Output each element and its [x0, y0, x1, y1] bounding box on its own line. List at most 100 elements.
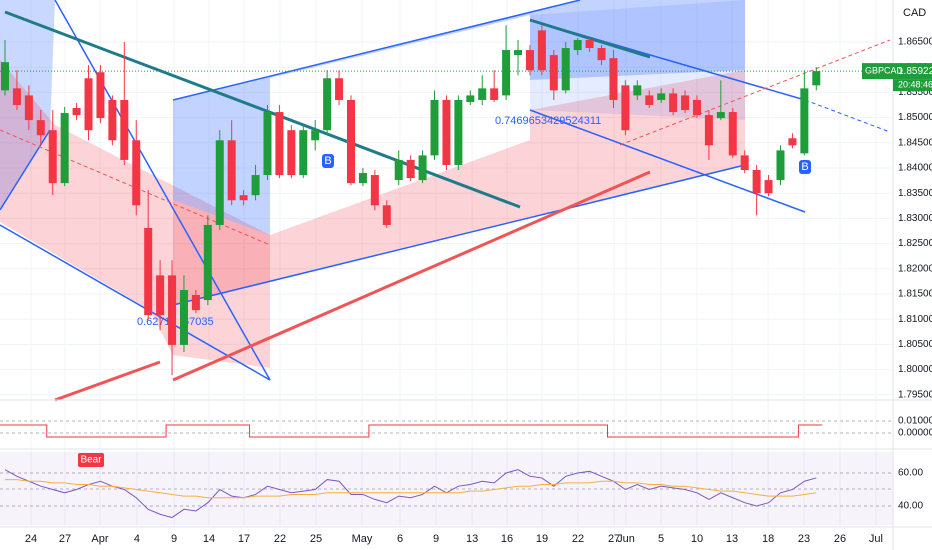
y-tick-label: 40.00 — [898, 501, 923, 512]
x-tick-label: 27 — [608, 533, 620, 545]
trend-line — [529, 109, 806, 213]
candle-body — [275, 112, 284, 176]
candle-body — [609, 58, 618, 100]
zone-blue — [530, 0, 745, 120]
y-tick-label: 1.82000 — [898, 263, 932, 274]
symbol-label: GBPCAD — [865, 65, 904, 75]
candle-body — [179, 289, 188, 345]
y-tick-label: 1.81000 — [898, 314, 932, 325]
badge-label: B — [324, 155, 331, 167]
candle-body — [800, 88, 809, 154]
candle-body — [84, 78, 93, 131]
x-tick-label: 17 — [238, 533, 250, 545]
candle-body — [120, 99, 129, 160]
y-tick-label: 1.83000 — [898, 213, 932, 224]
candle-body — [549, 55, 558, 91]
candle-body — [573, 39, 582, 51]
candle-body — [311, 130, 320, 141]
candle-body — [764, 180, 773, 194]
x-tick-label: 26 — [834, 533, 846, 545]
candle-body — [752, 170, 761, 194]
candle-body — [203, 224, 212, 301]
x-tick-label: 24 — [25, 533, 37, 545]
y-tick-label: 1.81500 — [898, 289, 932, 300]
candle-body — [72, 108, 81, 116]
trend-line-thick — [4, 10, 521, 209]
candle-body — [287, 130, 296, 176]
candle-body — [418, 155, 427, 181]
currency: CAD — [903, 7, 926, 19]
badge-label: Bear — [80, 455, 102, 466]
candle-body — [788, 138, 797, 146]
candle-body — [227, 140, 236, 201]
y-tick-label: 1.84500 — [898, 137, 932, 148]
x-tick-label: 13 — [726, 533, 738, 545]
annotation: 67035 — [183, 316, 214, 328]
candle-body — [454, 99, 463, 165]
candle-body — [645, 95, 654, 105]
x-tick-label: 22 — [274, 533, 286, 545]
x-tick-label: 22 — [572, 533, 584, 545]
x-tick-label: 25 — [310, 533, 322, 545]
candle-body — [335, 78, 344, 100]
candle-body — [621, 85, 630, 131]
x-tick-label: 23 — [798, 533, 810, 545]
x-tick-label: 6 — [397, 533, 403, 545]
candle-body — [514, 50, 523, 56]
trend-line-red — [172, 170, 651, 382]
trend-line — [172, 164, 746, 306]
x-tick-label: 4 — [134, 533, 140, 545]
y-tick-label: 1.85000 — [898, 112, 932, 123]
y-tick-label: 1.80500 — [898, 339, 932, 350]
candle-body — [633, 85, 642, 96]
marks — [0, 25, 893, 519]
candle-body — [382, 205, 391, 225]
candle-body — [561, 48, 570, 91]
candle-body — [263, 112, 272, 176]
badge — [78, 453, 104, 467]
candle-body — [48, 130, 57, 184]
candle-body — [597, 48, 606, 61]
badge — [322, 154, 334, 168]
candle-body — [669, 93, 678, 113]
trend-line — [0, 129, 51, 211]
candle-body — [156, 275, 165, 316]
candle-body — [12, 88, 21, 105]
candle-body — [502, 50, 511, 96]
candle-body — [323, 78, 332, 131]
candle-body — [239, 195, 248, 201]
candle-body — [812, 71, 821, 86]
candle-body — [657, 93, 666, 100]
last-price: 1.85922 — [898, 66, 932, 77]
candle-body — [442, 99, 451, 165]
dashed-line — [804, 99, 891, 133]
candle-body — [215, 140, 224, 225]
candle-body — [132, 140, 141, 206]
labels: CAD Bear 24 27 Apr 4 9 14 17 22 25 May 6 9 13 16 19 22 2… — [25, 7, 932, 545]
candle-body — [370, 175, 379, 206]
step-line — [0, 424, 823, 438]
y-tick-label: 1.84000 — [898, 163, 932, 174]
x-tick-label: 18 — [762, 533, 774, 545]
x-tick-label: 9 — [433, 533, 439, 545]
x-tick-label: 14 — [203, 533, 215, 545]
candle-body — [168, 275, 177, 345]
candle-body — [704, 115, 713, 146]
x-tick-label: 5 — [658, 533, 664, 545]
candle-body — [740, 155, 749, 171]
candle-body — [96, 72, 105, 119]
candle-body — [394, 159, 403, 181]
candle-body — [430, 99, 439, 156]
candle-body — [346, 99, 355, 184]
x-tick-label: 27 — [59, 533, 71, 545]
countdown-box — [893, 79, 932, 92]
x-tick-label: 10 — [691, 533, 703, 545]
x-tick-label: Jul — [869, 533, 883, 545]
candle-body — [144, 227, 153, 316]
y-tick-label: 1.85500 — [898, 87, 932, 98]
x-tick-label: Apr — [91, 533, 108, 545]
candle-body — [191, 295, 200, 311]
y-tick-label: 1.86500 — [898, 37, 932, 48]
badge — [799, 160, 811, 174]
candle-body — [525, 50, 534, 71]
